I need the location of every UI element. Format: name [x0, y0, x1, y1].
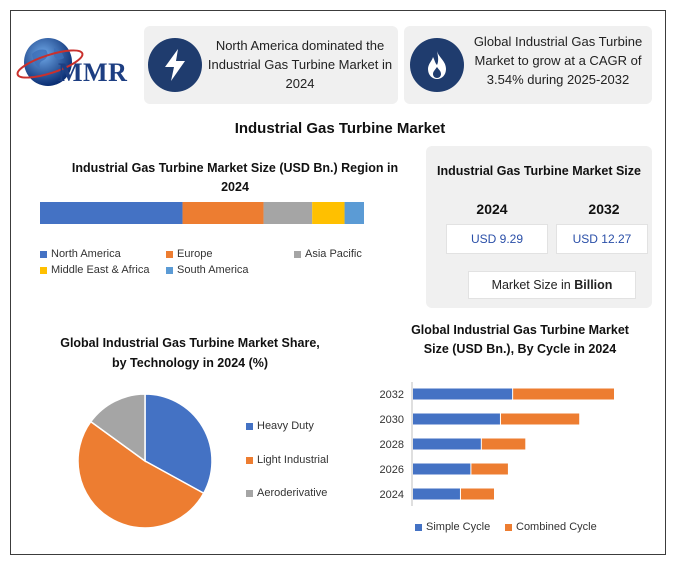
highlight-text-cagr: Global Industrial Gas Turbine Market to … — [473, 34, 643, 87]
cycle-tick-2028: 2028 — [380, 439, 404, 451]
value-2024: USD 9.29 — [446, 224, 548, 254]
region-bar-europe — [182, 202, 264, 224]
cycle-tick-2030: 2030 — [380, 414, 404, 426]
highlight-card-cagr: Global Industrial Gas Turbine Market to … — [404, 26, 652, 104]
legend-simple-cycle-label: Simple Cycle — [426, 521, 491, 533]
legend-heavy-duty-swatch — [246, 422, 253, 430]
cycle-bar-simple-cycle-2032 — [413, 388, 513, 400]
highlight-card-north-america: North America dominated the Industrial G… — [144, 26, 398, 104]
legend-combined-cycle-swatch — [505, 523, 512, 531]
technology-pie-chart — [77, 393, 213, 529]
year-2024-label: 2024 — [476, 201, 508, 217]
cycle-bar-combined-cycle-2028 — [481, 438, 526, 450]
pie-slice-heavy-duty — [144, 393, 213, 495]
legend-heavy-duty: Heavy Duty — [246, 420, 314, 432]
legend-light-industrial-label: Light Industrial — [257, 454, 329, 466]
region-bar-north-america — [40, 202, 183, 224]
globe-icon — [16, 38, 84, 86]
pie-slice-light-industrial — [77, 420, 205, 529]
legend-simple-cycle: Simple Cycle — [415, 521, 490, 533]
cycle-tick-2024: 2024 — [380, 489, 404, 501]
legend-light-industrial: Light Industrial — [246, 454, 329, 466]
legend-asia-pacific-label: Asia Pacific — [305, 248, 362, 260]
cycle-chart-title: Global Industrial Gas Turbine Market Siz… — [411, 323, 629, 356]
legend-north-america-swatch — [40, 250, 47, 258]
region-chart-title: Industrial Gas Turbine Market Size (USD … — [71, 161, 399, 194]
cycle-bar-combined-cycle-2026 — [471, 463, 508, 475]
market-size-footer: Market Size in Billion — [468, 271, 636, 299]
technology-chart-title: Global Industrial Gas Turbine Market Sha… — [60, 336, 320, 370]
legend-europe-swatch — [166, 250, 173, 258]
legend-aeroderivative-swatch — [246, 489, 253, 497]
year-2032-label: 2032 — [588, 201, 620, 217]
cycle-bar-combined-cycle-2024 — [460, 488, 494, 500]
cycle-bar-chart: 2032 2030 2028 2026 2024 — [380, 382, 614, 506]
highlight-text-north-america: North America dominated the Industrial G… — [207, 38, 393, 91]
legend-combined-cycle: Combined Cycle — [505, 521, 597, 533]
market-size-title: Industrial Gas Turbine Market Size — [437, 164, 641, 178]
value-2032: USD 12.27 — [556, 224, 648, 254]
logo: MMR — [14, 34, 142, 94]
legend-asia-pacific-swatch — [294, 250, 301, 258]
cycle-bar-simple-cycle-2024 — [413, 488, 460, 500]
cycle-tick-2026: 2026 — [380, 464, 404, 476]
lightning-icon — [148, 38, 202, 92]
legend-heavy-duty-label: Heavy Duty — [257, 420, 314, 432]
infographic-frame — [10, 10, 666, 555]
legend-north-america-label: North America — [51, 248, 121, 260]
cycle-bar-simple-cycle-2028 — [413, 438, 481, 450]
legend-combined-cycle-label: Combined Cycle — [516, 521, 597, 533]
legend-middle-east-africa-swatch — [40, 266, 47, 274]
legend-europe-label: Europe — [177, 248, 213, 260]
legend-aeroderivative: Aeroderivative — [246, 487, 327, 499]
cycle-bar-simple-cycle-2030 — [413, 413, 500, 425]
legend-europe: Europe — [166, 248, 212, 260]
cycle-bar-combined-cycle-2032 — [513, 388, 614, 400]
legend-asia-pacific: Asia Pacific — [294, 248, 362, 260]
legend-south-america-swatch — [166, 266, 173, 274]
region-bar-south-america — [344, 202, 364, 224]
region-bar-asia-pacific — [263, 202, 313, 224]
legend-south-america: South America — [166, 264, 249, 276]
legend-north-america: North America — [40, 248, 121, 260]
legend-light-industrial-swatch — [246, 456, 253, 464]
legend-middle-east-africa: Middle East & Africa — [40, 264, 149, 276]
pie-slice-aeroderivative — [89, 393, 146, 463]
region-stacked-bar — [40, 202, 364, 224]
legend-south-america-label: South America — [177, 264, 249, 276]
market-size-footer-unit: Billion — [574, 278, 613, 292]
market-size-card: Industrial Gas Turbine Market Size 2024 … — [426, 146, 652, 308]
logo-text: MMR — [58, 58, 128, 87]
cycle-bar-combined-cycle-2030 — [500, 413, 580, 425]
legend-simple-cycle-swatch — [415, 523, 422, 531]
cycle-tick-2032: 2032 — [380, 389, 404, 401]
region-bar-middle-east-africa — [312, 202, 345, 224]
legend-middle-east-africa-label: Middle East & Africa — [51, 264, 150, 276]
cycle-bar-simple-cycle-2026 — [413, 463, 471, 475]
page-title: Industrial Gas Turbine Market — [234, 120, 446, 137]
flame-icon — [410, 38, 464, 92]
market-size-footer-prefix: Market Size in — [491, 278, 575, 292]
legend-aeroderivative-label: Aeroderivative — [257, 487, 328, 499]
